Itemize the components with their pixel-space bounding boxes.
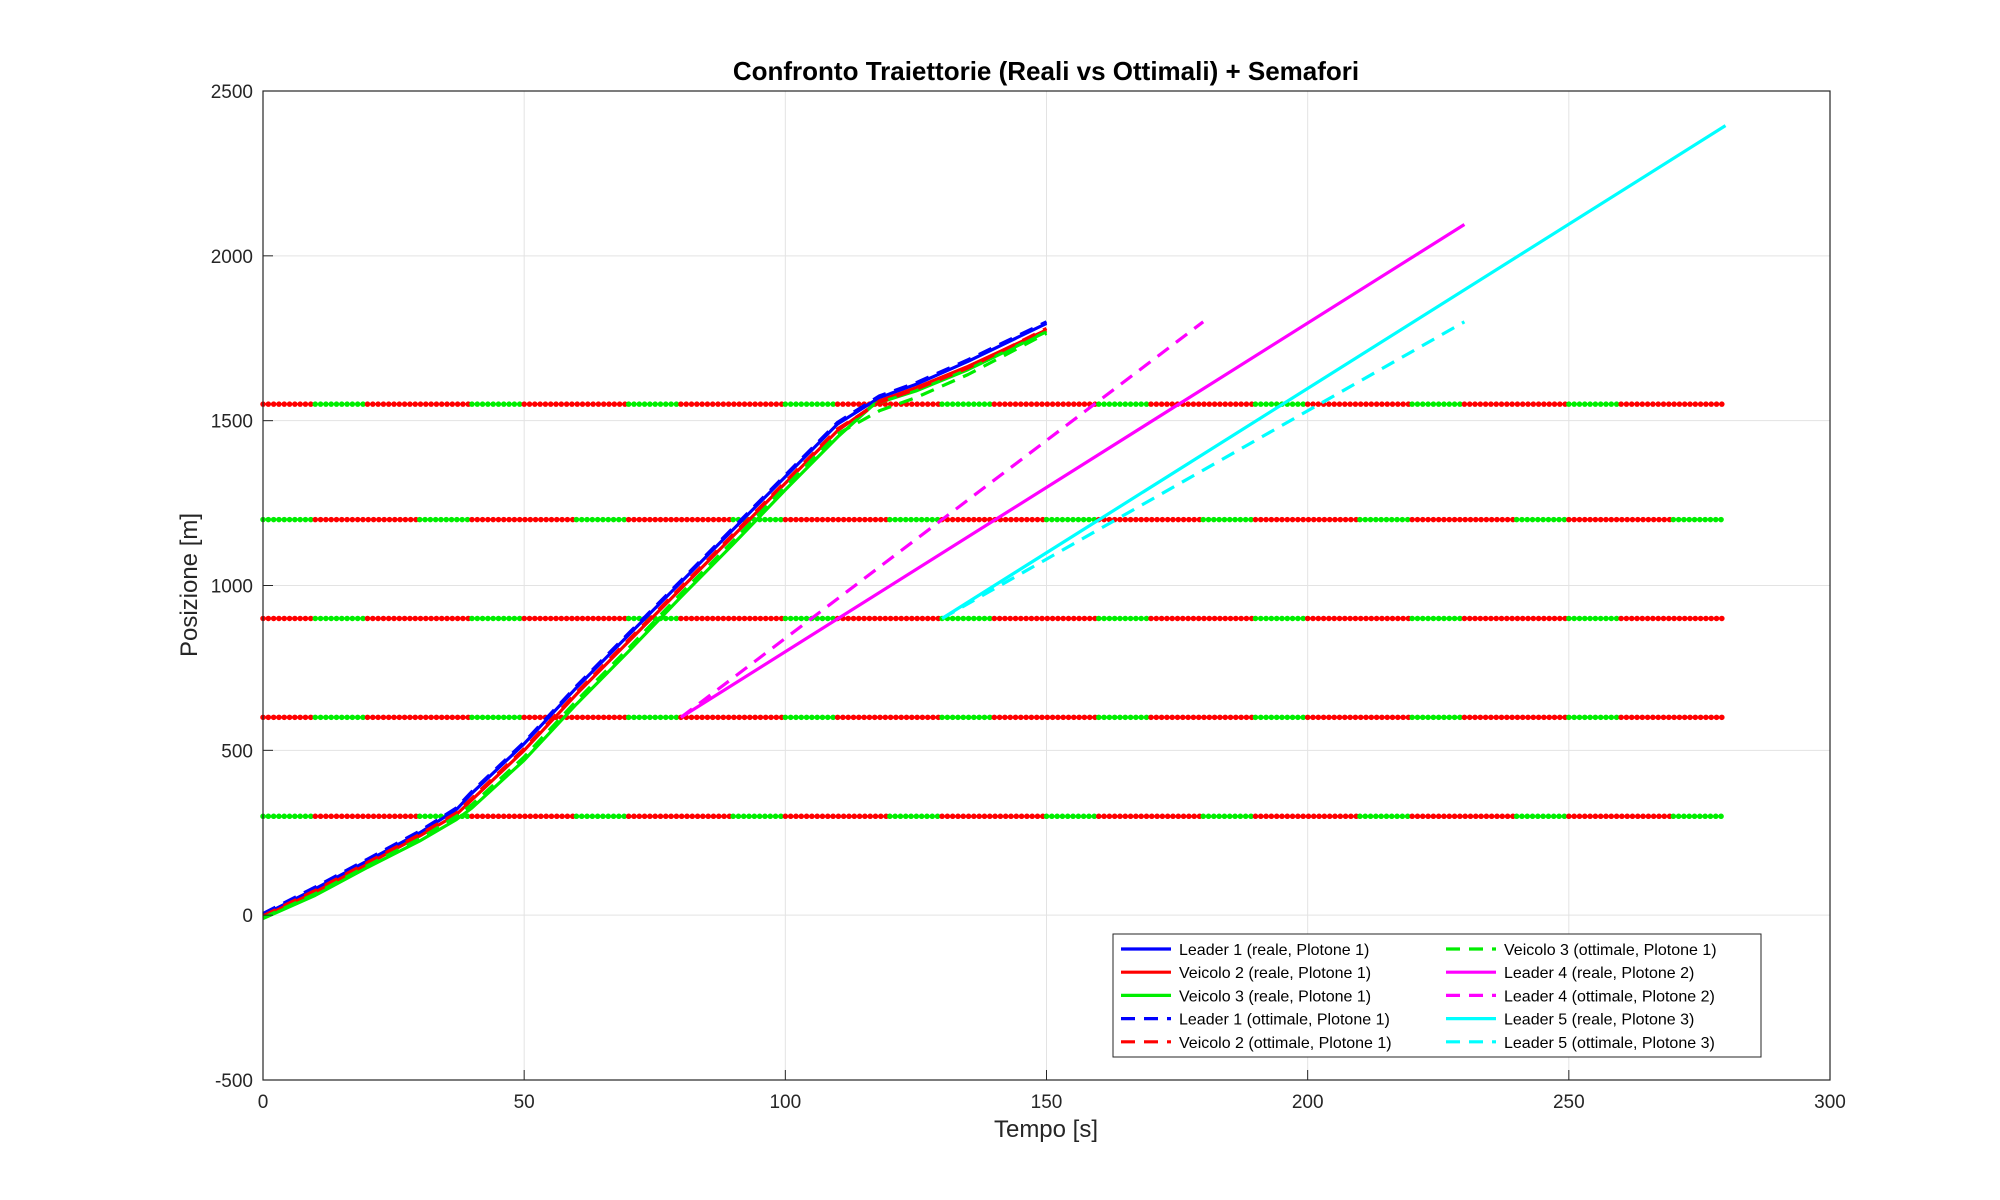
x-tick-label: 300 — [1814, 1092, 1846, 1113]
x-tick-label: 100 — [769, 1092, 801, 1113]
legend-label: Leader 1 (ottimale, Plotone 1) — [1179, 1012, 1390, 1029]
x-tick-label: 50 — [514, 1092, 535, 1113]
y-tick-label: 500 — [221, 741, 253, 762]
series-lines — [262, 124, 1727, 920]
series-line-leader-5-reale-plotone-3 — [941, 124, 1727, 620]
series-line-leader-4-reale-plotone-2 — [680, 223, 1466, 719]
series-line-veicolo-2-ottimale-plotone-1 — [262, 326, 1048, 918]
y-tick-label: 1000 — [211, 577, 253, 598]
x-tick-label: 200 — [1292, 1092, 1324, 1113]
legend-label: Leader 4 (ottimale, Plotone 2) — [1504, 988, 1715, 1005]
series-line-leader-5-ottimale-plotone-3 — [941, 320, 1466, 620]
legend-label: Veicolo 3 (ottimale, Plotone 1) — [1504, 942, 1717, 959]
legend-box — [1112, 933, 1762, 1058]
y-tick-label: 2000 — [211, 247, 253, 268]
x-axis-label: Tempo [s] — [994, 1116, 1098, 1143]
y-tick-label: 2500 — [211, 82, 253, 103]
y-tick-label: 0 — [242, 906, 253, 927]
legend-label: Leader 5 (ottimale, Plotone 3) — [1504, 1035, 1715, 1052]
series-line-leader-4-ottimale-plotone-2 — [679, 320, 1205, 719]
series-line-leader-1-ottimale-plotone-1 — [262, 320, 1048, 915]
x-tick-label: 150 — [1031, 1092, 1063, 1113]
x-tick-label: 250 — [1553, 1092, 1585, 1113]
y-axis-label: Posizione [m] — [176, 513, 203, 657]
legend-label: Veicolo 3 (reale, Plotone 1) — [1179, 988, 1371, 1005]
y-tick-label: 1500 — [211, 412, 253, 433]
y-tick-label: -500 — [215, 1071, 253, 1092]
legend: Leader 1 (reale, Plotone 1) Veicolo 2 (re… — [1112, 933, 1762, 1058]
legend-label: Leader 1 (reale, Plotone 1) — [1179, 942, 1369, 959]
x-tick-label: 0 — [258, 1092, 269, 1113]
axis-ticks: 0 50 100 150 200 250 300-500050010001500200025… — [211, 82, 1846, 1113]
legend-label: Leader 5 (reale, Plotone 3) — [1504, 1012, 1694, 1029]
legend-label: Leader 4 (reale, Plotone 2) — [1504, 965, 1694, 982]
chart-title: Confronto Traiettorie (Reali vs Ottimali… — [733, 56, 1359, 86]
legend-label: Veicolo 2 (reale, Plotone 1) — [1179, 965, 1371, 982]
legend-label: Veicolo 2 (ottimale, Plotone 1) — [1179, 1035, 1392, 1052]
